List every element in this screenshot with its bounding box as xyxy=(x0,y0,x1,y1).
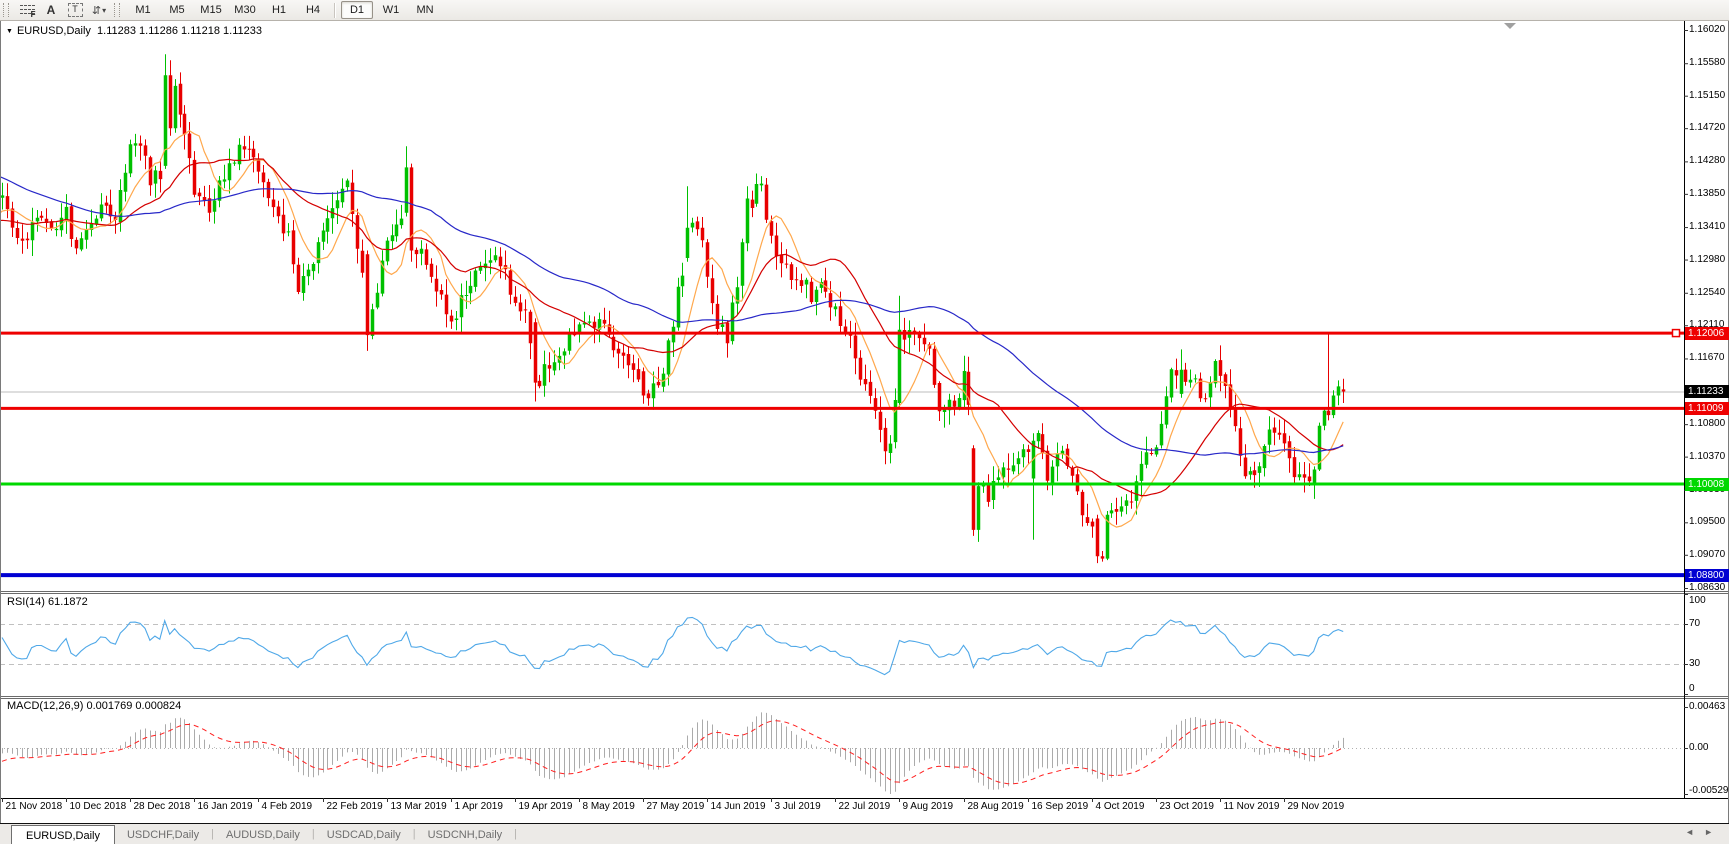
chart-shift-marker-icon[interactable] xyxy=(1504,23,1516,29)
rsi-panel xyxy=(0,616,1684,676)
tab-scroll-left-button[interactable]: ◄ xyxy=(1685,827,1705,837)
ma-21-line xyxy=(0,158,1344,497)
toolbar-grip[interactable] xyxy=(3,3,9,17)
macd-panel xyxy=(0,712,1684,794)
ma-8-line xyxy=(0,129,1344,528)
text-icon: A xyxy=(46,3,56,17)
rsi-line xyxy=(1,616,1344,676)
timeframe-button-h1[interactable]: H1 xyxy=(271,4,287,16)
tab-scroll-right-button[interactable]: ► xyxy=(1704,827,1723,837)
tab-usdcad[interactable]: USDCAD,Daily xyxy=(326,828,401,841)
ma-55-line xyxy=(0,176,1344,456)
hline-handle[interactable] xyxy=(1671,328,1681,338)
timeframe-button-m15[interactable]: M15 xyxy=(200,4,222,16)
tab-separator: | xyxy=(514,828,518,840)
arrows-tool-button[interactable]: ⇵ ▾ xyxy=(88,1,110,19)
toolbar-separator xyxy=(334,2,336,18)
tab-separator: | xyxy=(311,828,315,840)
text-label-icon: T xyxy=(67,3,83,17)
tab-usdchf[interactable]: USDCHF,Daily xyxy=(126,828,200,841)
timeframe-button-m30[interactable]: M30 xyxy=(234,4,256,16)
timeframe-button-w1[interactable]: W1 xyxy=(382,4,400,16)
tab-audusd[interactable]: AUDUSD,Daily xyxy=(225,828,300,841)
tab-separator: | xyxy=(412,828,416,840)
fibonacci-icon: F xyxy=(19,4,36,19)
timeframe-button-mn[interactable]: MN xyxy=(416,4,434,16)
timeframe-button-m5[interactable]: M5 xyxy=(169,4,185,16)
arrows-icon: ⇵ xyxy=(91,4,101,17)
text-label-tool-button[interactable]: T xyxy=(64,1,86,19)
tab-eurusd[interactable]: EURUSD,Daily xyxy=(11,825,115,844)
top-toolbar: F A T ⇵ ▾ M1 M5 M15 M30 H1 H4 D1 W1 MN xyxy=(0,0,1729,21)
chevron-down-icon: ▾ xyxy=(102,5,107,15)
timeframe-button-d1[interactable]: D1 xyxy=(341,1,373,19)
macd-histogram xyxy=(2,712,1344,794)
candlestick-series xyxy=(0,54,1346,564)
timeframe-button-m1[interactable]: M1 xyxy=(135,4,151,16)
fibonacci-tool-button[interactable]: F xyxy=(16,1,38,19)
symbol-tab-bar: EURUSD,Daily USDCHF,Daily | AUDUSD,Daily | US… xyxy=(0,823,1729,844)
macd-signal-line xyxy=(1,720,1344,785)
tab-scroll-arrows: ◄► xyxy=(1685,827,1723,837)
toolbar-grip-2[interactable] xyxy=(114,3,120,17)
tab-usdcnh[interactable]: USDCNH,Daily xyxy=(427,828,503,841)
timeframe-button-h4[interactable]: H4 xyxy=(305,4,321,16)
tab-separator: | xyxy=(211,828,214,840)
text-tool-button[interactable]: A xyxy=(40,1,62,19)
